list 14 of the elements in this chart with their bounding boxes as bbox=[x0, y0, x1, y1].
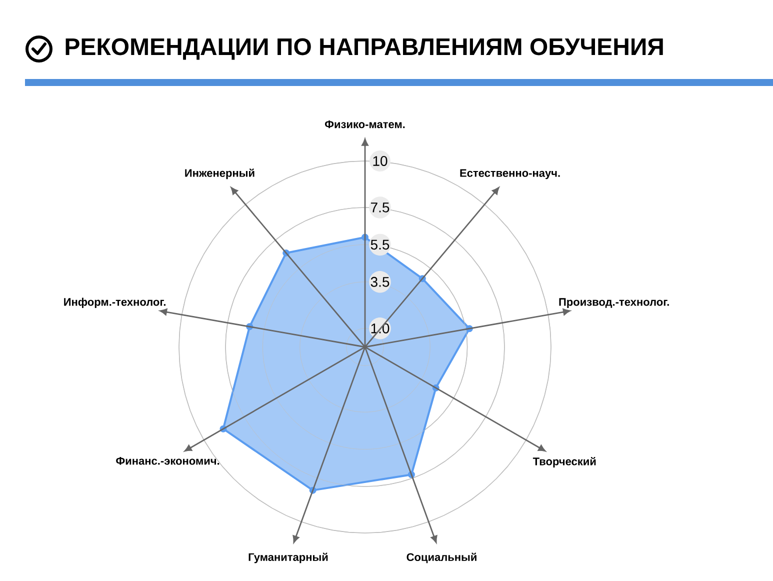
spoke-label: Гуманитарный bbox=[248, 552, 328, 564]
spoke-label: Социальный bbox=[406, 552, 476, 564]
y-tick-label: 5.5 bbox=[370, 240, 390, 250]
y-tick-label: 10 bbox=[373, 156, 388, 166]
spoke-label: Инженерный bbox=[185, 168, 254, 180]
chart-title: РЕКОМЕНДАЦИИ ПО НАПРАВЛЕНИЯМ ОБУЧЕНИЯ bbox=[66, 38, 663, 60]
spoke-label: Информ.-технолог. bbox=[64, 298, 166, 308]
spoke-label: Физико-матем. bbox=[324, 120, 405, 128]
spoke-label: Производ.-технолог. bbox=[559, 298, 669, 308]
spoke-label: Творческий bbox=[532, 457, 596, 468]
spoke-label: Естественно-науч. bbox=[460, 169, 560, 180]
y-tick-label: 7.5 bbox=[370, 202, 390, 212]
spoke-label: Финанс.-экономич. bbox=[116, 457, 220, 465]
y-tick-label: 3.5 bbox=[370, 276, 390, 287]
